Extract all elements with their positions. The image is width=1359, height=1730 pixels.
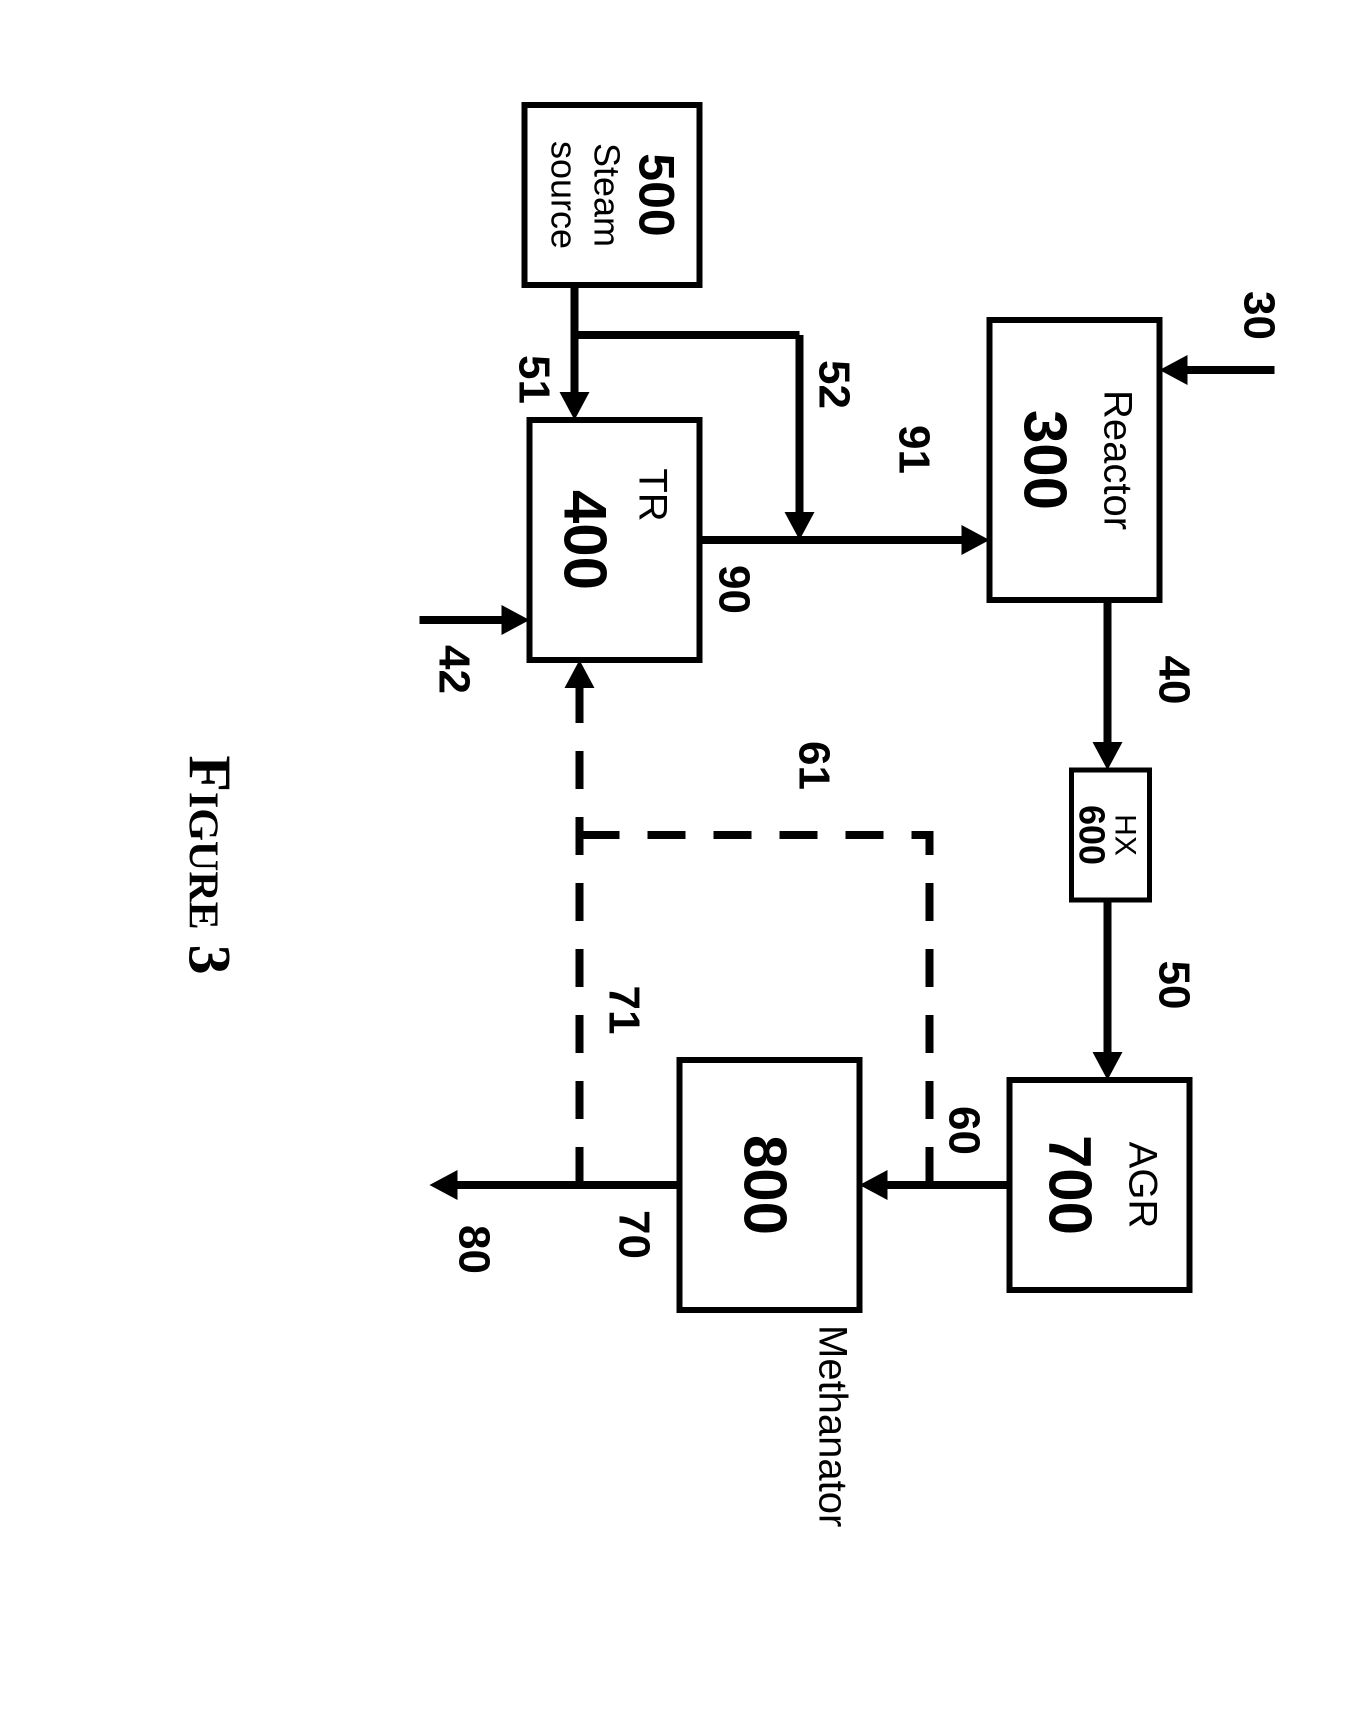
stream-50-label: 50 [1149, 961, 1198, 1010]
stream-40-label: 40 [1149, 656, 1198, 705]
node-reactor: Reactor 300 [989, 320, 1159, 600]
node-reactor-title: Reactor [1095, 390, 1139, 530]
stream-60: 60 [859, 1106, 1009, 1200]
stream-52-label: 52 [809, 360, 858, 409]
node-agr-id: 700 [1036, 1135, 1103, 1235]
node-agr-title: AGR [1120, 1142, 1164, 1229]
stream-70-label: 70 [609, 1210, 658, 1259]
node-steam-title-line2: source [543, 141, 584, 249]
node-reactor-id: 300 [1011, 410, 1078, 510]
stream-50: 50 [1092, 900, 1198, 1080]
node-hx-title: HX [1108, 814, 1141, 856]
node-steam-title-line1: Steam [586, 143, 627, 247]
stream-40: 40 [1092, 600, 1198, 770]
stream-71-label: 71 [599, 986, 648, 1035]
node-agr: AGR 700 [1009, 1080, 1189, 1290]
stream-91-label: 91 [889, 425, 938, 474]
figure-caption: Figure 3 [176, 755, 242, 974]
stream-60-label: 60 [939, 1106, 988, 1155]
stream-80-label: 80 [449, 1225, 498, 1274]
stream-30: 30 [1159, 291, 1283, 385]
node-methanator: 800 Methanator [679, 1060, 859, 1527]
node-methanator-id: 800 [731, 1135, 798, 1235]
stream-42-label: 42 [429, 645, 478, 694]
node-tr-id: 400 [551, 490, 618, 590]
node-tr-title: TR [630, 468, 674, 521]
stream-51-label: 51 [509, 355, 558, 404]
stream-30-label: 30 [1234, 291, 1283, 340]
stream-70: 70 80 [429, 1170, 679, 1274]
stream-61-label: 61 [789, 741, 838, 790]
node-methanator-title: Methanator [810, 1325, 854, 1527]
node-steam-source: 500 Steam source [524, 105, 699, 285]
stream-42: 42 [419, 605, 529, 694]
figure-canvas: 30 40 50 60 [0, 0, 1359, 1730]
stream-71-dashed: 71 [564, 660, 648, 1185]
node-hx: HX 600 [1071, 770, 1149, 900]
flowchart-svg: 30 40 50 60 [0, 0, 1359, 1730]
stream-90-label: 90 [709, 565, 758, 614]
node-hx-id: 600 [1071, 805, 1112, 865]
node-tr: TR 400 [529, 420, 699, 660]
node-steam-id: 500 [628, 153, 684, 236]
rotated-drawing-area: 30 40 50 60 [0, 0, 1359, 1730]
stream-90-91: 90 91 [699, 425, 989, 614]
